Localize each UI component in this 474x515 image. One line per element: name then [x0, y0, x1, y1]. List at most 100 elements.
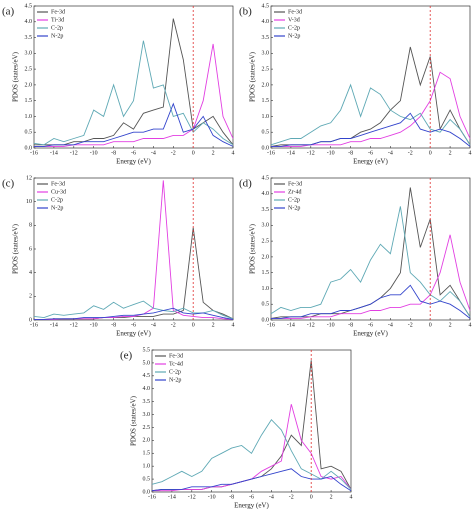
x-tick-label: -4	[388, 150, 393, 156]
legend-label: Zr-4d	[288, 189, 302, 195]
y-tick-label: 0	[29, 317, 32, 323]
y-tick-label: 1.0	[143, 464, 151, 470]
x-tick-label: 0	[429, 150, 432, 156]
legend-label: C-2p	[169, 369, 181, 375]
y-tick-label: 5.5	[143, 347, 151, 353]
y-tick-label: 1.0	[25, 114, 33, 120]
x-tick-label: 4	[469, 322, 472, 328]
y-tick-label: 4.5	[262, 3, 270, 9]
y-tick-label: 3.0	[143, 412, 151, 418]
y-tick-label: 10	[26, 199, 32, 205]
plot-frame	[151, 349, 352, 493]
x-tick-label: -8	[111, 322, 116, 328]
x-tick-label: 2	[330, 494, 333, 500]
y-tick-label: 3.0	[262, 51, 270, 57]
y-tick-label: 0.0	[262, 317, 270, 323]
y-tick-label: 4.0	[262, 19, 270, 25]
x-tick-label: -4	[269, 494, 274, 500]
y-tick-label: 4.5	[143, 373, 151, 379]
x-tick-label: -8	[348, 322, 353, 328]
x-axis-label: Energy (eV)	[353, 330, 388, 338]
legend-label: Fe-3d	[169, 353, 183, 359]
legend-label: Ti-3d	[51, 17, 64, 23]
y-tick-label: 3.0	[262, 223, 270, 229]
legend-label: N-2p	[169, 377, 181, 383]
x-tick-label: -10	[90, 150, 98, 156]
x-tick-label: 0	[310, 494, 313, 500]
y-tick-label: 12	[26, 175, 32, 181]
y-tick-label: 2.0	[262, 82, 270, 88]
panel: (b) 0.0 0.5 1.0 1.5 2.0 2.5 3.0 3.5 4.0 4.5 -16 -14 -…	[239, 3, 472, 165]
legend-label: Fe-3d	[288, 181, 302, 187]
x-tick-label: 4	[350, 494, 353, 500]
y-tick-label: 4.5	[25, 3, 33, 9]
panel: (d) 0.0 0.5 1.0 1.5 2.0 2.5 3.0 3.5 4.0 4.5 -16 -14 -…	[239, 175, 472, 337]
y-tick-label: 2.0	[143, 438, 151, 444]
series-line	[271, 71, 471, 147]
y-tick-label: 2.5	[25, 66, 33, 72]
y-tick-label: 4.0	[25, 19, 33, 25]
x-tick-label: -14	[287, 322, 295, 328]
x-axis-label: Energy (eV)	[116, 330, 151, 338]
y-tick-label: 2.5	[262, 238, 270, 244]
legend-label: Cu-3d	[51, 189, 66, 195]
series-line	[34, 43, 234, 147]
y-tick-label: 4.5	[262, 175, 270, 181]
legend-label: C-2p	[288, 197, 300, 203]
y-tick-label: 2	[29, 294, 32, 300]
y-tick-label: 0.5	[143, 476, 151, 482]
x-tick-label: -12	[70, 322, 78, 328]
series-line	[270, 83, 471, 146]
y-tick-label: 0.5	[262, 130, 270, 136]
x-tick-label: -14	[287, 150, 295, 156]
y-tick-label: 8	[29, 223, 32, 229]
y-tick-label: 1.5	[25, 98, 33, 104]
series-line	[271, 284, 471, 319]
legend-label: N-2p	[288, 205, 300, 211]
x-tick-label: -2	[408, 322, 413, 328]
x-axis-label: Energy (eV)	[234, 502, 269, 510]
y-tick-label: 4.0	[143, 386, 151, 392]
x-tick-label: -2	[171, 150, 176, 156]
y-tick-label: 1.5	[143, 451, 151, 457]
x-tick-label: -4	[151, 150, 156, 156]
y-axis-label: PDOS (states/eV)	[249, 223, 257, 274]
legend-label: Fe-3d	[51, 9, 65, 15]
y-tick-label: 4.0	[262, 191, 270, 197]
y-axis-label: PDOS (states/eV)	[249, 51, 257, 102]
x-axis-label: Energy (eV)	[353, 158, 388, 166]
x-tick-label: -4	[388, 322, 393, 328]
y-axis-label: PDOS (states/eV)	[12, 51, 20, 102]
x-tick-label: -2	[289, 494, 294, 500]
panel: (e) 0.0 0.5 1.0 1.5 2.0 2.5 3.0 3.5 4.0 4.5 5.0 5.5 -…	[120, 347, 353, 509]
legend-label: C-2p	[51, 197, 63, 203]
series-line	[152, 404, 352, 492]
x-tick-label: -12	[70, 150, 78, 156]
x-axis-label: Energy (eV)	[116, 158, 151, 166]
x-tick-label: -12	[188, 494, 196, 500]
x-tick-label: 4	[232, 322, 235, 328]
panel: (c) 0 2 4 6 8 10 12 -16 -14 -12 -10 -8 -6 -4 -2 0 2 4 Energ…	[2, 175, 235, 337]
x-tick-label: -16	[267, 322, 275, 328]
series-line	[270, 206, 471, 318]
legend-label: V-3d	[288, 17, 300, 23]
series-line	[271, 112, 471, 147]
y-tick-label: 2.5	[143, 425, 151, 431]
y-tick-label: 3.5	[143, 399, 151, 405]
x-tick-label: 2	[449, 322, 452, 328]
y-tick-label: 1.0	[262, 286, 270, 292]
x-tick-label: 4	[232, 150, 235, 156]
legend-label: C-2p	[51, 25, 63, 31]
legend-label: C-2p	[288, 25, 300, 31]
y-tick-label: 0.0	[262, 145, 270, 151]
series-line	[34, 102, 234, 147]
x-tick-label: -6	[131, 150, 136, 156]
x-tick-label: -12	[307, 322, 315, 328]
series-line	[151, 418, 352, 490]
x-tick-label: -2	[171, 322, 176, 328]
x-tick-label: -8	[229, 494, 234, 500]
legend-label: Tc-4d	[169, 361, 183, 367]
y-tick-label: 2.0	[25, 82, 33, 88]
y-tick-label: 3.5	[25, 35, 33, 41]
x-tick-label: 2	[449, 150, 452, 156]
